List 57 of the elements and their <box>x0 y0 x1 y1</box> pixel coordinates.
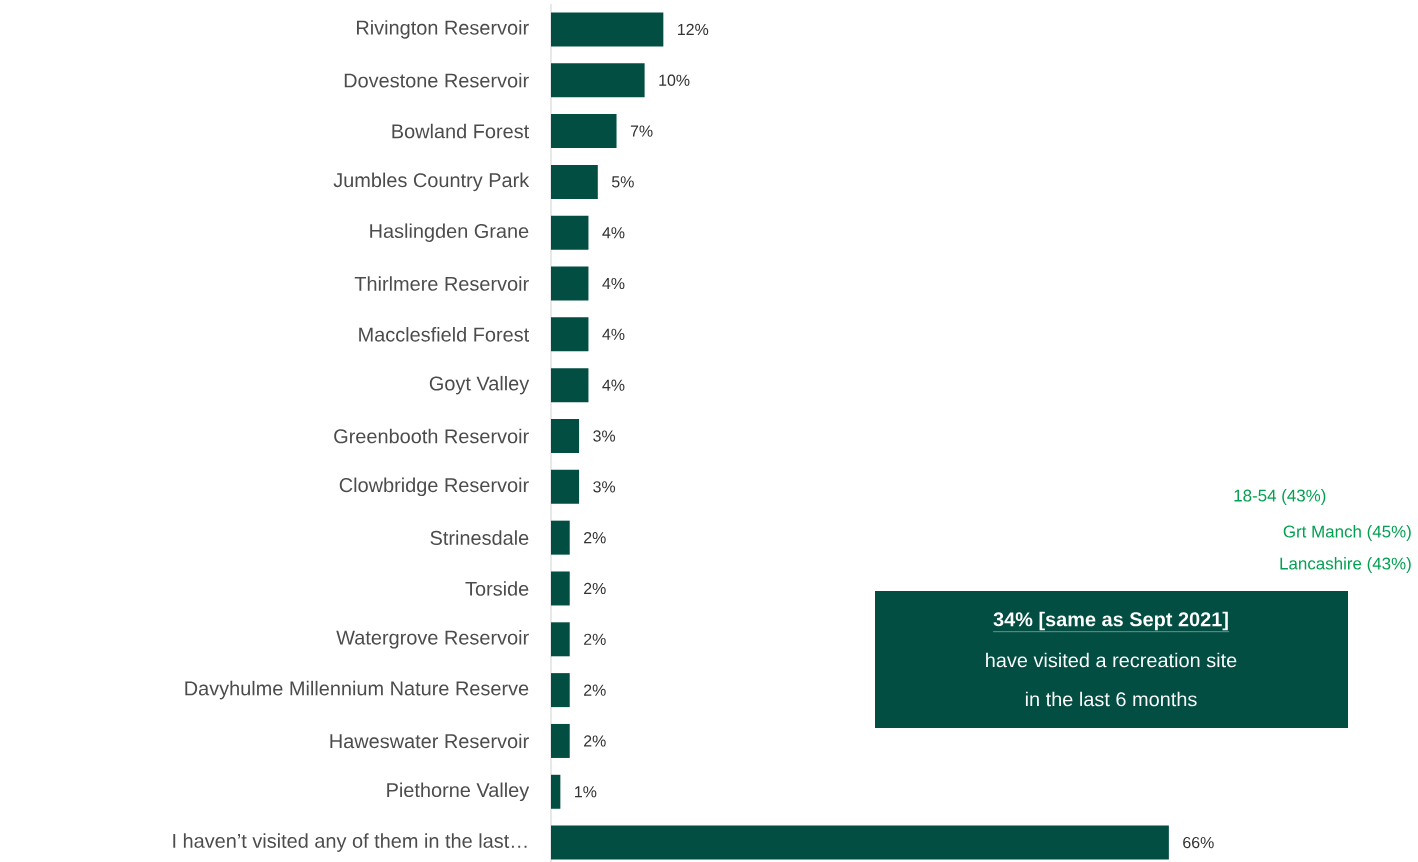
bar <box>551 520 570 555</box>
text: 18-54 (43%) <box>1234 489 1326 505</box>
bar <box>551 164 598 199</box>
bar <box>551 673 570 708</box>
bar <box>551 215 589 250</box>
data-label: 2% <box>584 684 606 696</box>
y-tick-label: Haweswater Reservoir <box>330 733 529 749</box>
bar <box>551 368 589 403</box>
y-tick-label: Dovestone Reservoir <box>344 72 529 88</box>
annotation: in the last 6 months <box>1025 691 1197 707</box>
y-tick-label: Davyhulme Millennium Nature Reserve <box>185 680 529 700</box>
y-tick-label: Clowbridge Reservoir <box>339 477 529 497</box>
data-label: 2% <box>584 735 606 747</box>
bar <box>551 469 580 504</box>
data-label: 66% <box>1183 836 1214 849</box>
text: Lancashire (43%) <box>1280 557 1411 573</box>
bar <box>551 622 570 657</box>
data-label: 10% <box>659 74 690 86</box>
y-tick-label: Thirlmere Reservoir <box>354 276 529 291</box>
data-label: 4% <box>602 379 625 391</box>
y-tick-label: Watergrove Reservoir <box>336 630 529 649</box>
y-tick-label: Goyt Valley <box>429 375 530 395</box>
y-tick-label: Greenbooth Reservoir <box>334 428 529 444</box>
bar <box>551 723 570 758</box>
data-label: 2% <box>584 532 606 544</box>
bar <box>551 419 580 453</box>
bar <box>551 12 664 47</box>
bar <box>551 63 645 98</box>
bar <box>551 825 1169 860</box>
data-label: 4% <box>602 277 625 290</box>
data-label: 2% <box>584 582 606 595</box>
data-label: 7% <box>630 125 653 137</box>
y-tick-label: Piethorne Valley <box>387 782 530 802</box>
bar <box>551 774 561 809</box>
data-label: 12% <box>678 23 709 36</box>
y-tick-label: Haslingden Grane <box>370 223 529 242</box>
y-tick-label: Macclesfield Forest <box>359 327 530 342</box>
bar <box>551 571 570 606</box>
annotation: have visited a recreation site <box>986 652 1237 668</box>
data-label: 4% <box>602 227 625 239</box>
y-tick-label: Torside <box>465 581 529 596</box>
data-label: 5% <box>611 176 634 188</box>
y-tick-label: Strinesdale <box>430 530 529 545</box>
data-label: 4% <box>602 328 625 340</box>
text: Grt Manch (45%) <box>1283 525 1411 541</box>
bar <box>551 266 589 301</box>
y-tick-label: I haven’t visited any of them in the last… <box>173 833 527 852</box>
annotation: 34% [same as Sept 2021] <box>993 611 1228 631</box>
data-label: 2% <box>584 633 606 645</box>
bar <box>551 114 617 149</box>
y-tick-label: Jumbles Country Park <box>333 172 530 192</box>
data-label: 1% <box>575 786 597 798</box>
data-label: 3% <box>593 430 616 442</box>
y-tick-label: Bowland Forest <box>392 123 530 139</box>
bar <box>551 317 589 352</box>
y-tick-label: Rivington Reservoir <box>357 20 529 39</box>
data-label: 3% <box>593 481 616 493</box>
